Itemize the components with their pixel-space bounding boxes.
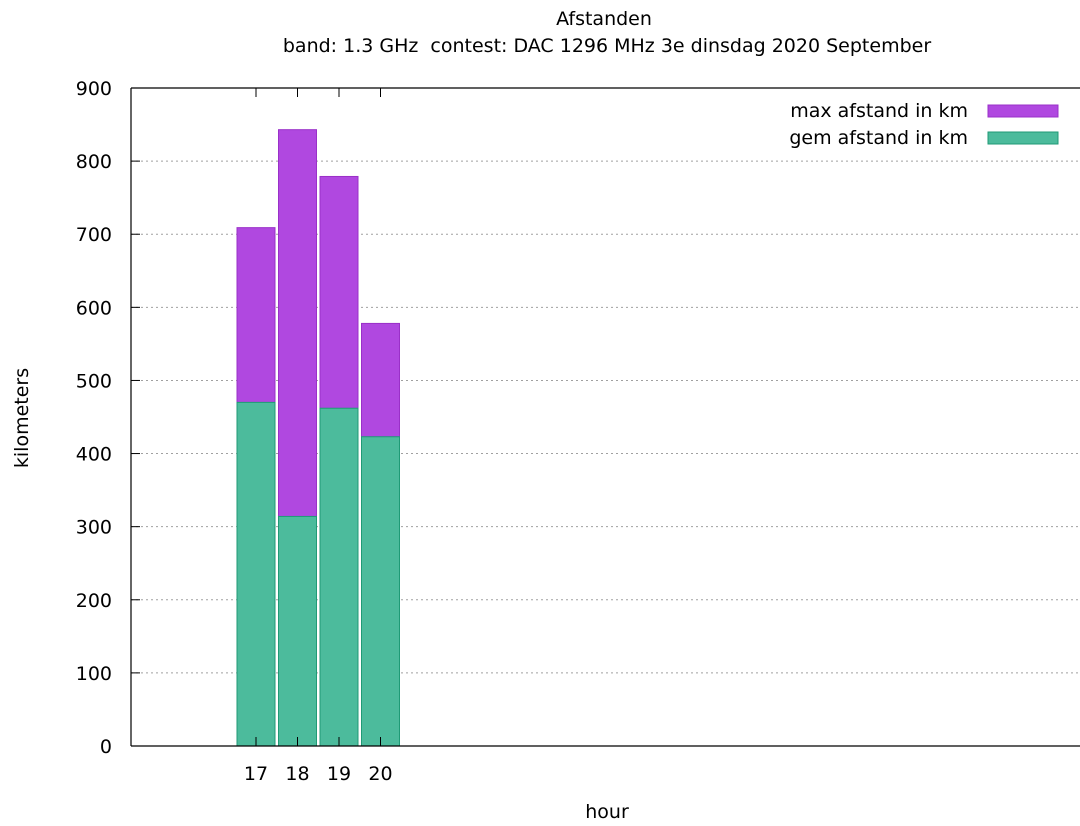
y-tick-label: 0 xyxy=(100,736,112,758)
bar-gem-17 xyxy=(236,401,276,747)
bar-gem-20 xyxy=(361,436,400,747)
bar-gem-19 xyxy=(319,407,359,747)
y-axis-label: kilometers xyxy=(11,368,33,468)
y-tick-label: 700 xyxy=(76,224,112,246)
bar-gem-18 xyxy=(278,515,317,747)
axes xyxy=(130,87,1080,747)
y-tick-label: 800 xyxy=(76,151,112,173)
x-tick-labels: 17 18 19 20 xyxy=(244,763,393,785)
x-tick-label: 18 xyxy=(285,763,309,785)
y-tick-label: 100 xyxy=(76,663,112,685)
y-tick-label: 400 xyxy=(76,444,112,466)
legend-swatch xyxy=(987,104,1059,118)
x-tick-label: 17 xyxy=(244,763,268,785)
legend-swatch xyxy=(987,131,1059,145)
x-tick-label: 20 xyxy=(368,763,392,785)
y-tick-label: 200 xyxy=(76,590,112,612)
y-tick-label: 600 xyxy=(76,297,112,319)
grid-lines xyxy=(131,160,1080,674)
chart-title: Afstanden xyxy=(556,8,652,30)
legend-label: gem afstand in km xyxy=(789,127,968,149)
x-axis-label: hour xyxy=(585,801,629,823)
y-tick-label: 300 xyxy=(76,517,112,539)
x-tick-label: 19 xyxy=(327,763,351,785)
legend: max afstand in km gem afstand in km xyxy=(789,100,1059,149)
chart-subtitle: band: 1.3 GHz contest: DAC 1296 MHz 3e d… xyxy=(283,35,931,57)
legend-label: max afstand in km xyxy=(790,100,968,122)
bars xyxy=(236,129,400,747)
y-tick-labels: 0 100 200 300 400 500 600 700 800 900 xyxy=(76,78,112,758)
y-tick-label: 500 xyxy=(76,370,112,392)
y-tick-label: 900 xyxy=(76,78,112,100)
